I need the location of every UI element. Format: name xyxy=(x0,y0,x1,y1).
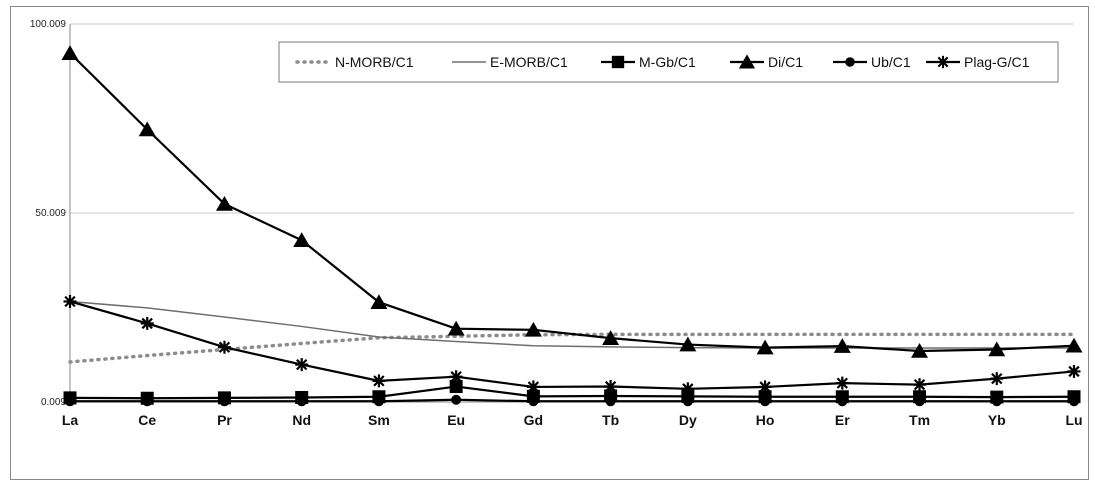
legend-label: M-Gb/C1 xyxy=(639,54,696,70)
circle-marker xyxy=(845,57,855,67)
triangle-marker xyxy=(293,232,311,248)
x-tick-label: Nd xyxy=(292,412,311,428)
legend-label: N-MORB/C1 xyxy=(335,54,414,70)
x-tick-label: Tm xyxy=(909,412,930,428)
y-tick-label: 0.009 xyxy=(41,397,66,408)
gridlines xyxy=(70,23,1074,214)
star-marker xyxy=(990,372,1004,386)
triangle-marker xyxy=(138,121,156,137)
star-marker xyxy=(526,380,540,394)
legend-item: N-MORB/C1 xyxy=(295,54,414,70)
circle-marker xyxy=(451,394,462,405)
circle-marker xyxy=(296,396,307,407)
triangle-marker xyxy=(61,45,79,60)
y-axis: 0.009 50.009 100.009 xyxy=(30,19,71,408)
triangle-marker xyxy=(602,330,620,345)
star-marker xyxy=(372,374,386,388)
x-tick-label: Tb xyxy=(602,412,619,428)
circle-marker xyxy=(605,396,616,407)
legend-item: M-Gb/C1 xyxy=(601,54,696,70)
x-tick-label: Dy xyxy=(679,412,697,428)
x-tick-label: Er xyxy=(835,412,850,428)
legend-label: Plag-G/C1 xyxy=(964,54,1030,70)
x-tick-label: Gd xyxy=(524,412,543,428)
x-tick-label: Eu xyxy=(447,412,465,428)
star-marker xyxy=(604,380,618,394)
x-axis: La Ce Pr Nd Sm Eu Gd Tb Dy Ho Er Tm Yb Lu xyxy=(62,401,1083,428)
y-tick-label: 100.009 xyxy=(30,19,67,30)
circle-marker xyxy=(682,396,693,407)
x-tick-label: Sm xyxy=(368,412,390,428)
x-tick-label: Lu xyxy=(1065,412,1082,428)
legend: N-MORB/C1 E-MORB/C1 M-Gb/C1 Di/C1 Ub/C1 Plag-… xyxy=(278,41,1059,83)
legend-label: Di/C1 xyxy=(768,54,803,70)
series-ub-c1 xyxy=(65,394,1079,407)
series-line xyxy=(69,52,1075,353)
x-tick-label: Yb xyxy=(988,412,1006,428)
star-marker xyxy=(936,55,950,69)
series-layer xyxy=(61,45,1083,407)
circle-marker xyxy=(65,396,75,407)
legend-item: E-MORB/C1 xyxy=(452,54,568,70)
triangle-marker xyxy=(679,336,697,352)
triangle-marker xyxy=(447,320,465,336)
series-line xyxy=(69,300,1075,390)
circle-marker xyxy=(219,396,230,407)
circle-marker xyxy=(142,396,153,407)
square-marker xyxy=(611,55,625,69)
circle-marker xyxy=(1069,396,1079,407)
triangle-marker xyxy=(738,54,756,69)
star-marker xyxy=(295,358,309,372)
star-marker xyxy=(835,376,849,390)
legend-item: Ub/C1 xyxy=(833,54,911,70)
star-marker xyxy=(1067,364,1081,378)
triangle-marker xyxy=(756,339,774,355)
circle-marker xyxy=(760,396,771,407)
circle-marker xyxy=(528,396,539,407)
circle-marker xyxy=(373,396,384,407)
series-line xyxy=(70,398,1074,403)
series-line xyxy=(69,300,1074,349)
triangle-marker xyxy=(1065,337,1083,353)
legend-label: Ub/C1 xyxy=(871,54,911,70)
x-tick-label: Ho xyxy=(756,412,775,428)
circle-marker xyxy=(914,396,925,407)
triangle-marker xyxy=(370,294,388,310)
y-tick-label: 50.009 xyxy=(35,208,66,219)
legend-item: Di/C1 xyxy=(730,54,803,70)
star-marker xyxy=(913,378,927,392)
star-marker xyxy=(63,294,77,308)
x-tick-label: Pr xyxy=(217,412,232,428)
series-line xyxy=(69,385,1075,400)
triangle-marker xyxy=(215,195,233,211)
triangle-marker xyxy=(524,321,542,337)
star-marker xyxy=(140,316,154,330)
legend-item: Plag-G/C1 xyxy=(926,54,1030,70)
series-e-morb-c1 xyxy=(69,300,1074,349)
x-tick-label: Ce xyxy=(138,412,156,428)
series-di-c1 xyxy=(61,45,1083,358)
triangle-marker xyxy=(988,341,1006,357)
star-marker xyxy=(449,370,463,384)
circle-marker xyxy=(991,396,1002,407)
x-tick-label: La xyxy=(62,412,79,428)
triangle-marker xyxy=(911,343,929,358)
series-plag-g-c1 xyxy=(63,294,1081,396)
star-marker xyxy=(217,340,231,354)
star-marker xyxy=(758,380,772,394)
circle-marker xyxy=(837,396,848,407)
star-marker xyxy=(681,382,695,396)
square-marker xyxy=(449,380,463,394)
triangle-marker xyxy=(833,338,851,353)
legend-label: E-MORB/C1 xyxy=(490,54,568,70)
